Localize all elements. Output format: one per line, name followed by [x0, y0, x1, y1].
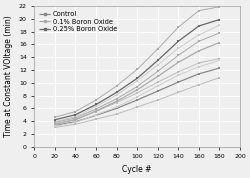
Y-axis label: Time at Constant VOltage (min): Time at Constant VOltage (min) — [4, 15, 13, 137]
X-axis label: Cycle #: Cycle # — [122, 165, 152, 174]
Legend: Control, 0.1% Boron Oxide, 0.25% Boron Oxide: Control, 0.1% Boron Oxide, 0.25% Boron O… — [38, 9, 119, 33]
